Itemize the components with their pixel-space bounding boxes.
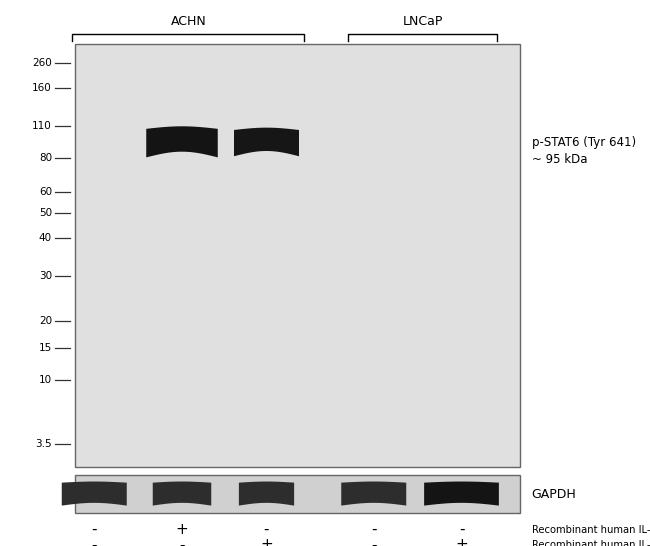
Text: 40: 40 [39, 233, 52, 244]
Text: -: - [92, 537, 97, 546]
Text: -: - [92, 522, 97, 537]
Polygon shape [424, 482, 499, 506]
Text: -: - [371, 537, 376, 546]
Polygon shape [153, 482, 211, 506]
Text: 60: 60 [39, 187, 52, 197]
Text: 15: 15 [39, 343, 52, 353]
Text: 110: 110 [32, 121, 52, 131]
Text: -: - [179, 537, 185, 546]
Text: ~ 95 kDa: ~ 95 kDa [532, 153, 587, 166]
Text: -: - [459, 522, 464, 537]
Text: 160: 160 [32, 83, 52, 93]
Polygon shape [234, 128, 299, 156]
Polygon shape [146, 126, 218, 157]
Text: 30: 30 [39, 271, 52, 281]
Text: 80: 80 [39, 153, 52, 163]
Text: -: - [371, 522, 376, 537]
Polygon shape [62, 482, 127, 506]
Text: GAPDH: GAPDH [532, 488, 577, 501]
Text: +: + [455, 537, 468, 546]
FancyBboxPatch shape [75, 475, 520, 513]
Text: -: - [264, 522, 269, 537]
Polygon shape [341, 482, 406, 506]
Text: p-STAT6 (Tyr 641): p-STAT6 (Tyr 641) [532, 136, 636, 150]
Text: ACHN: ACHN [170, 15, 207, 28]
Text: +: + [176, 522, 188, 537]
Text: 20: 20 [39, 316, 52, 326]
Text: Recombinant human IL-4, 100 ng/ml for 30 minutes: Recombinant human IL-4, 100 ng/ml for 30… [532, 540, 650, 546]
Polygon shape [239, 482, 294, 506]
FancyBboxPatch shape [75, 44, 520, 467]
Text: 50: 50 [39, 208, 52, 218]
Text: LNCaP: LNCaP [402, 15, 443, 28]
Text: +: + [260, 537, 273, 546]
Text: 10: 10 [39, 375, 52, 385]
Text: Recombinant human IL-4, 100 ng/ml for 15 minutes: Recombinant human IL-4, 100 ng/ml for 15… [532, 525, 650, 535]
Text: 3.5: 3.5 [35, 438, 52, 449]
Text: 260: 260 [32, 58, 52, 68]
